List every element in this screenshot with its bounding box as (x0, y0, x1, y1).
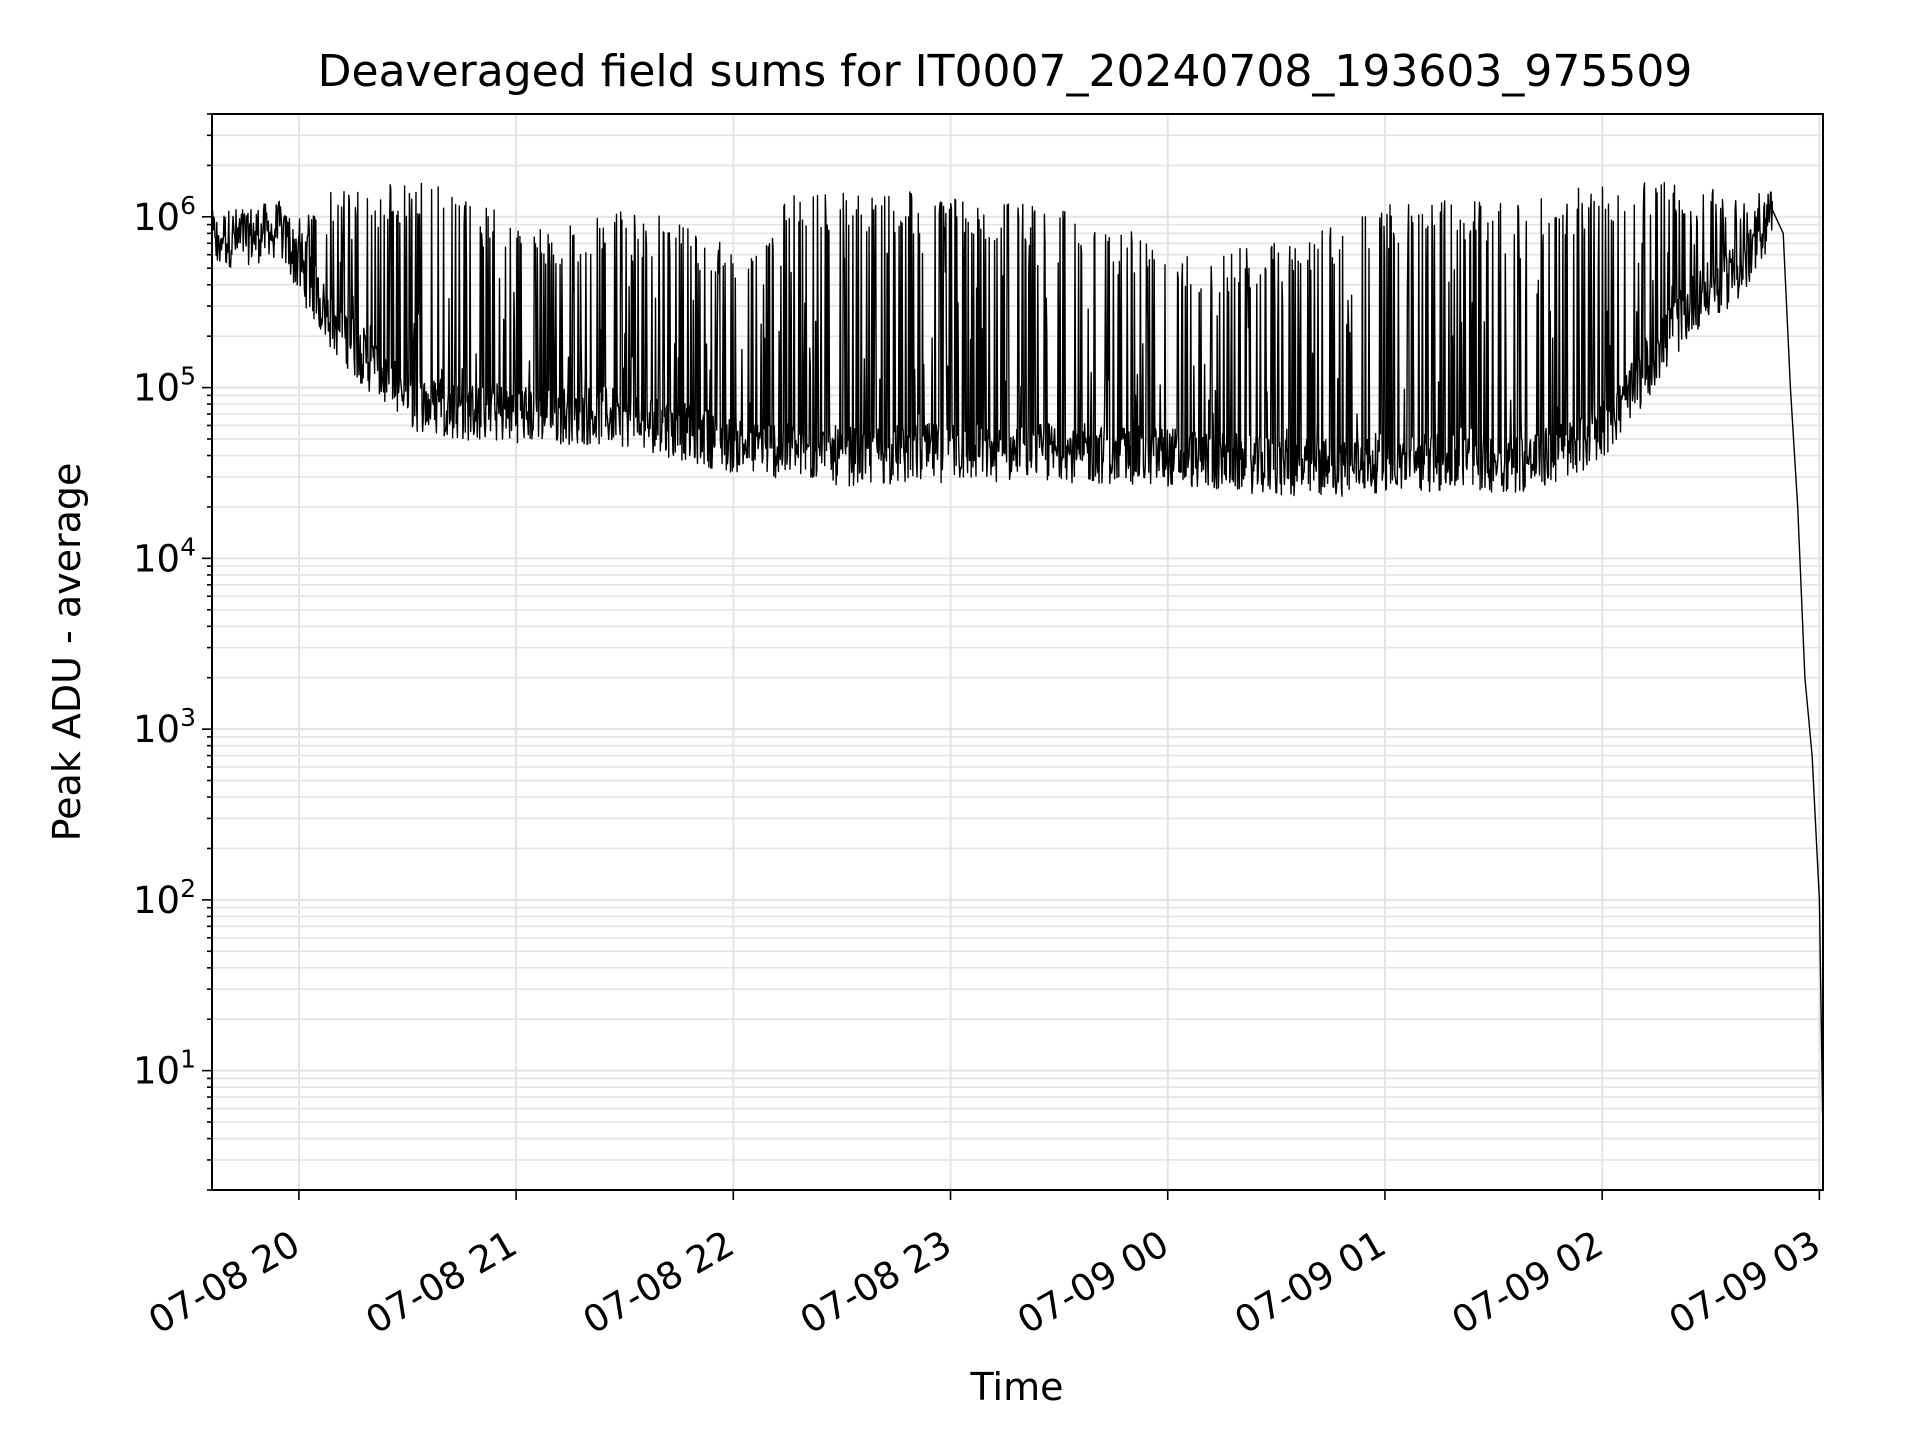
series-line (211, 182, 1824, 1139)
y-axis: 101 102 103 104 105 106 (133, 113, 212, 1191)
axes-frame (211, 113, 1824, 1191)
series-group (211, 182, 1824, 1139)
y-tick-label: 103 (133, 703, 196, 751)
x-axis-label: Time (970, 1365, 1064, 1409)
y-axis-label: Peak ADU - average (45, 463, 89, 842)
y-tick-label: 106 (133, 191, 196, 239)
y-tick-label: 104 (133, 532, 196, 580)
y-tick-label: 101 (133, 1045, 196, 1093)
chart-title: Deaveraged field sums for IT0007_2024070… (318, 46, 1693, 97)
y-tick-label: 105 (133, 362, 196, 410)
y-tick-label: 102 (133, 874, 196, 922)
